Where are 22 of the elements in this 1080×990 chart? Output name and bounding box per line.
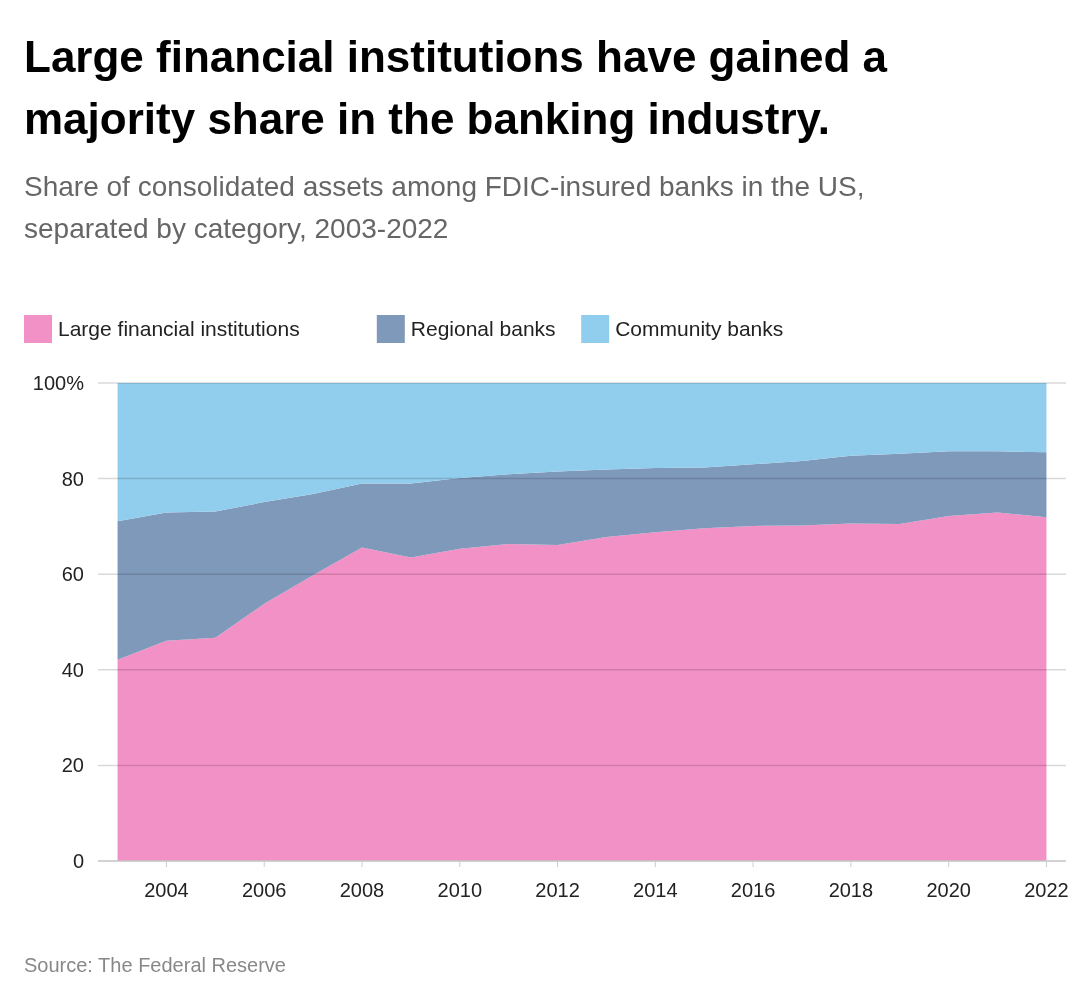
chart-title: Large financial institutions have gained a majority share in the banking industry. xyxy=(24,32,888,143)
chart-subtitle: Share of consolidated assets among FDIC-insured banks in the US, separated by category, 2003-2022 xyxy=(24,171,865,244)
y-tick-label: 100% xyxy=(32,372,85,394)
legend-label: Large financial institutions xyxy=(58,317,300,340)
legend-label: Community banks xyxy=(615,317,784,340)
legend-label: Regional banks xyxy=(410,317,556,340)
source-note: Source: The Federal Reserve xyxy=(24,954,286,976)
x-tick-label: 2006 xyxy=(241,879,287,901)
x-tick-label: 2008 xyxy=(339,879,385,901)
x-tick-label: 2014 xyxy=(633,879,678,901)
x-tick-label: 2020 xyxy=(926,879,971,901)
y-tick-label: 0 xyxy=(72,850,84,872)
x-tick-label: 2016 xyxy=(730,879,776,901)
x-tick-label: 2010 xyxy=(437,879,483,901)
y-tick-label: 20 xyxy=(61,754,84,777)
x-tick-label: 2004 xyxy=(144,879,189,901)
y-tick-label: 60 xyxy=(61,563,84,586)
y-tick-label: 80 xyxy=(61,467,84,490)
x-tick-label: 2022 xyxy=(1024,879,1069,901)
x-tick-label: 2018 xyxy=(828,879,874,901)
y-tick-label: 40 xyxy=(61,658,84,681)
x-tick-label: 2012 xyxy=(535,879,580,901)
